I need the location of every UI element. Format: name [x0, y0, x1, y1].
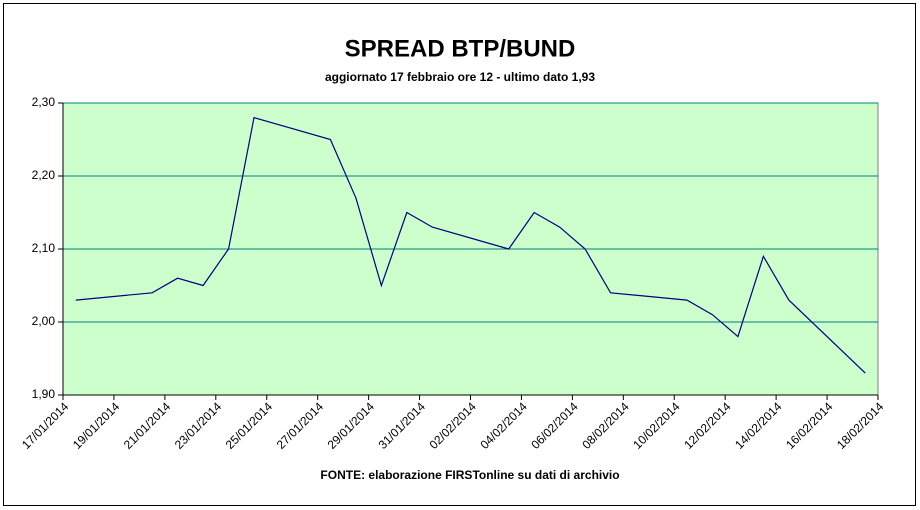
chart-title: SPREAD BTP/BUND	[345, 35, 576, 62]
x-axis-label: FONTE: elaborazione FIRSTonline su dati …	[320, 468, 619, 482]
y-tick-label: 2,20	[32, 168, 56, 182]
line-series	[75, 116, 866, 374]
y-tick-label: 2,30	[32, 95, 56, 109]
y-tick-label: 1,90	[32, 387, 56, 401]
y-tick-label: 2,10	[32, 241, 56, 255]
y-tick-label: 2,00	[32, 314, 56, 328]
chart-subtitle: aggiornato 17 febbraio ore 12 - ultimo d…	[325, 70, 595, 84]
